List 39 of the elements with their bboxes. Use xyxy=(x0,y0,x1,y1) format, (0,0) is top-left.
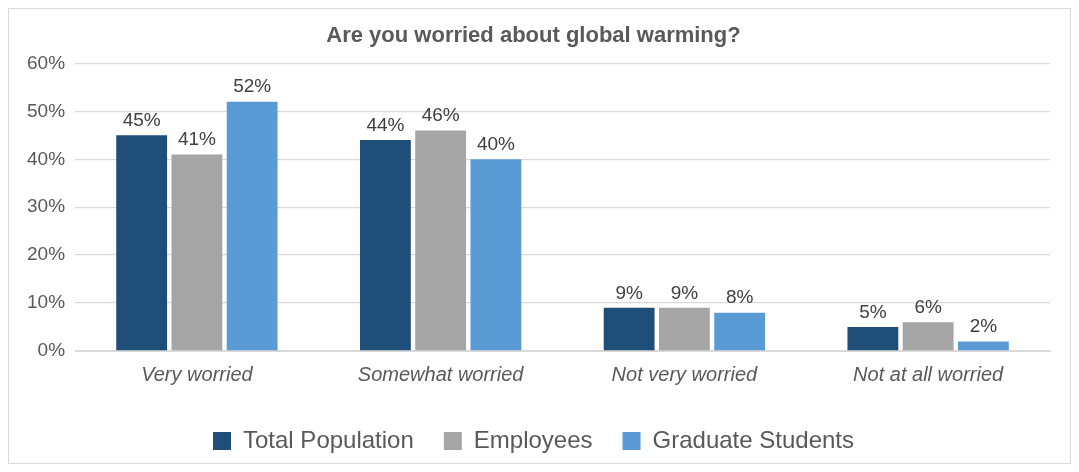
legend-label: Total Population xyxy=(243,425,414,453)
data-label: 46% xyxy=(421,104,460,126)
y-tick-label: 20% xyxy=(27,243,66,265)
bar xyxy=(714,312,766,351)
bar xyxy=(226,101,278,351)
x-tick-label: Very worried xyxy=(141,362,254,385)
x-tick-label: Not very worried xyxy=(611,362,759,385)
bar xyxy=(171,154,223,351)
y-tick-label: 40% xyxy=(27,147,66,169)
legend-label: Employees xyxy=(473,425,593,453)
y-tick-label: 0% xyxy=(37,339,66,361)
bar xyxy=(658,307,710,351)
data-label: 5% xyxy=(859,300,887,322)
y-tick-label: 10% xyxy=(27,291,66,313)
bar xyxy=(470,159,522,351)
bar xyxy=(847,327,899,351)
bar xyxy=(359,140,411,351)
x-tick-label: Somewhat worried xyxy=(357,362,525,385)
y-tick-label: 30% xyxy=(27,195,66,217)
data-label: 52% xyxy=(233,75,272,97)
data-label: 44% xyxy=(366,113,405,135)
bar xyxy=(902,322,954,351)
data-label: 45% xyxy=(122,109,161,131)
data-label: 9% xyxy=(615,281,643,303)
y-tick-label: 50% xyxy=(27,99,66,121)
bar xyxy=(957,341,1009,351)
bar xyxy=(415,130,467,351)
data-label: 6% xyxy=(914,295,942,317)
legend-label: Graduate Students xyxy=(652,425,854,453)
data-label: 41% xyxy=(177,128,217,150)
data-label: 9% xyxy=(670,281,699,303)
x-tick-label: Not at all worried xyxy=(853,362,1005,385)
data-label: 8% xyxy=(725,286,754,308)
chart-title: Are you worried about global warming? xyxy=(326,22,741,48)
data-label: 40% xyxy=(476,133,516,154)
data-label: 2% xyxy=(969,315,998,337)
bar xyxy=(603,307,655,351)
y-tick-label: 60% xyxy=(27,51,66,73)
bar xyxy=(116,135,168,351)
